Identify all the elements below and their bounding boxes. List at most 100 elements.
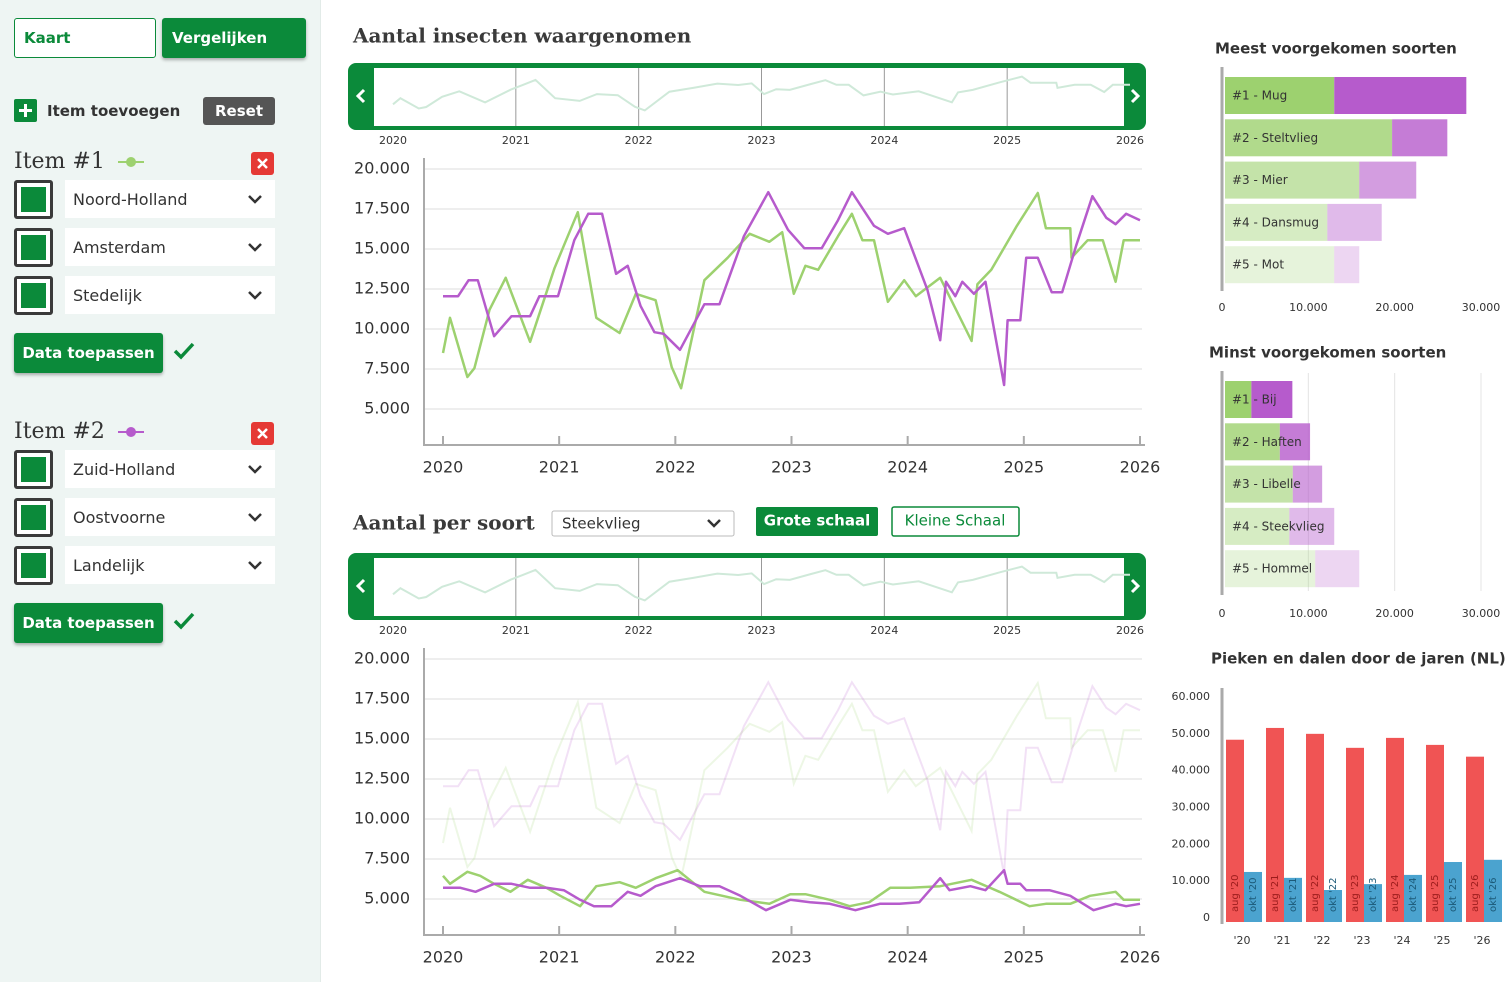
bar [1225,507,1290,545]
y-tick-label: 12.500 [354,279,410,298]
brush-handle[interactable] [1130,578,1141,594]
chart-title: Meest voorgekomen soorten [1215,40,1457,58]
y-tick-label: 0 [1203,911,1210,924]
brush-tick-label: 2023 [748,624,776,637]
checkbox[interactable] [14,228,53,267]
brush-tick-label: 2026 [1116,134,1144,147]
remove-item[interactable] [251,422,274,445]
x-tick-label: 2025 [1003,458,1044,477]
checkbox[interactable] [14,180,53,219]
bar-label: okt '25 [1448,878,1459,912]
chevron-icon [248,195,262,204]
bar-label: aug '25 [1430,875,1441,912]
select-value: Amsterdam [73,237,166,257]
y-tick-label: 15.000 [354,239,410,258]
item-title: Item #1 [14,149,105,174]
bar-label: aug '22 [1310,875,1321,912]
y-tick-label: 10.000 [1172,874,1211,887]
select[interactable]: Stedelijk [65,276,275,314]
bar-label: #1 - Bij [1232,393,1277,407]
brush-line [392,565,1130,602]
brush-tick-label: 2024 [870,134,898,147]
item-title: Item #2 [14,419,105,444]
reset-button[interactable]: Reset [203,97,275,125]
y-tick-label: 50.000 [1172,727,1211,740]
x-tick-label: 2020 [423,458,464,477]
x-tick-label: '26 [1473,934,1490,947]
x-tick-label: 2023 [771,458,812,477]
y-tick-label: 60.000 [1172,690,1211,703]
checkbox[interactable] [14,498,53,537]
brush-tick-label: 2020 [379,134,407,147]
brush-handle[interactable] [1130,88,1141,104]
line [442,868,1140,908]
tab-button[interactable]: Kaart [14,18,156,58]
sidebar: Kaart Vergelijken Item toevoegen Reset Item … [0,0,321,982]
bar [1225,465,1293,503]
scale-button[interactable] [756,507,878,536]
bar-label: #2 - Haften [1232,435,1302,449]
brush-handle[interactable] [355,578,366,594]
brush-tick-label: 2026 [1116,624,1144,637]
dropdown-value: Steekvlieg [562,515,641,533]
dropdown[interactable] [551,510,735,537]
y-tick-label: 10.000 [354,319,410,338]
chevron-icon [248,291,262,300]
legend-key [118,157,144,167]
bar-label: #5 - Hommel [1232,562,1312,576]
select-value: Oostvoorne [73,507,166,527]
bar-label: okt '22 [1328,878,1339,912]
line [441,191,1140,390]
scale-button[interactable] [891,506,1020,537]
brush-tick-label: 2020 [379,624,407,637]
bar-label: aug '26 [1470,875,1481,912]
brush-tick-label: 2022 [625,134,653,147]
apply-button[interactable]: Data toepassen [14,603,163,643]
chevron [247,288,263,302]
add-item[interactable]: Item toevoegen [47,102,181,120]
select[interactable]: Amsterdam [65,228,275,266]
bar [1484,859,1502,922]
x-tick-label: 2026 [1120,458,1161,477]
y-tick-label: 10.000 [354,809,410,828]
bar [1225,77,1335,114]
bar-label: #4 - Dansmug [1232,215,1319,229]
x-tick-label: 2024 [887,948,928,967]
bar-label: #1 - Mug [1232,89,1287,103]
bar [1426,744,1444,922]
bar-label: #3 - Mier [1232,173,1288,187]
select[interactable]: Oostvoorne [65,498,275,536]
checkbox[interactable] [14,546,53,585]
bar [1404,874,1422,922]
checkbox[interactable] [14,450,53,489]
x-tick-label: 20.000 [1375,607,1414,620]
remove-item[interactable] [251,152,274,175]
brush-tick-label: 2024 [870,624,898,637]
reference-line [442,680,1140,882]
select[interactable]: Zuid-Holland [65,450,275,488]
bar-label: aug '24 [1390,875,1401,912]
bar [1225,423,1280,461]
checkbox-fill [21,457,46,482]
bar [1225,246,1335,284]
y-tick-label: 7.500 [364,849,410,868]
scale-button-label: Grote schaal [764,512,870,530]
bar [1279,423,1311,461]
y-tick-label: 5.000 [364,399,410,418]
checkbox[interactable] [14,276,53,315]
chevron-icon [248,243,262,252]
chevron-icon [248,561,262,570]
x-tick-label: 10.000 [1289,301,1328,314]
brush-handle[interactable] [355,88,366,104]
x-tick-label: '24 [1393,934,1410,947]
select[interactable]: Landelijk [65,546,275,584]
add-icon[interactable] [14,99,37,122]
x-tick-label: 30.000 [1462,607,1501,620]
bar-label: okt '24 [1408,878,1419,912]
checkbox-fill [21,553,46,578]
select-value: Stedelijk [73,285,142,305]
tab-button[interactable]: Vergelijken [162,18,306,58]
apply-button[interactable]: Data toepassen [14,333,163,373]
select[interactable]: Noord-Holland [65,180,275,218]
